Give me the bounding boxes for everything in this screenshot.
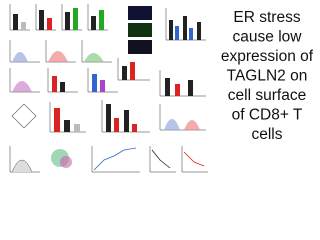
slide: ER stress cause low expression of TAGLN2 on… [9, 4, 314, 173]
title-line: cause low [233, 29, 303, 46]
panel-row-1 [9, 4, 206, 54]
title-line: expression of [221, 48, 314, 65]
title-line: ER stress [233, 9, 300, 26]
title-line: cell surface [228, 87, 306, 104]
figure-collage [9, 4, 208, 173]
micrograph [128, 23, 152, 37]
panel-row-3 [9, 68, 206, 97]
title-line: cells [251, 126, 282, 143]
title-line: TAGLN2 on [227, 68, 308, 85]
micrograph [128, 40, 152, 54]
panel-row-2 [9, 40, 150, 81]
slide-title: ER stress cause low expression of TAGLN2 on… [221, 9, 314, 143]
title-line: of CD8+ T [232, 107, 303, 124]
panel-row-4 [11, 100, 206, 133]
panel-row-5 [9, 146, 208, 173]
micrograph [128, 6, 152, 20]
